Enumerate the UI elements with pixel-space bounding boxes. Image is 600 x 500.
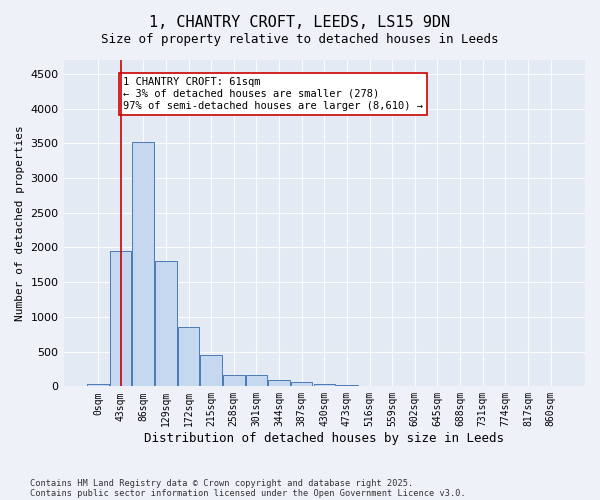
- Text: Contains public sector information licensed under the Open Government Licence v3: Contains public sector information licen…: [30, 488, 466, 498]
- Text: Contains HM Land Registry data © Crown copyright and database right 2025.: Contains HM Land Registry data © Crown c…: [30, 478, 413, 488]
- Text: 1 CHANTRY CROFT: 61sqm
← 3% of detached houses are smaller (278)
97% of semi-det: 1 CHANTRY CROFT: 61sqm ← 3% of detached …: [123, 78, 423, 110]
- Bar: [155, 260, 176, 386]
- Bar: [314, 384, 335, 386]
- Bar: [110, 251, 131, 386]
- Bar: [336, 385, 358, 386]
- Bar: [223, 374, 245, 386]
- Bar: [200, 355, 222, 386]
- Bar: [87, 384, 109, 386]
- Bar: [245, 375, 267, 386]
- Bar: [178, 326, 199, 386]
- Text: 1, CHANTRY CROFT, LEEDS, LS15 9DN: 1, CHANTRY CROFT, LEEDS, LS15 9DN: [149, 15, 451, 30]
- Bar: [291, 382, 313, 386]
- Bar: [268, 380, 290, 386]
- Y-axis label: Number of detached properties: Number of detached properties: [15, 126, 25, 321]
- X-axis label: Distribution of detached houses by size in Leeds: Distribution of detached houses by size …: [144, 432, 504, 445]
- Text: Size of property relative to detached houses in Leeds: Size of property relative to detached ho…: [101, 32, 499, 46]
- Bar: [133, 142, 154, 386]
